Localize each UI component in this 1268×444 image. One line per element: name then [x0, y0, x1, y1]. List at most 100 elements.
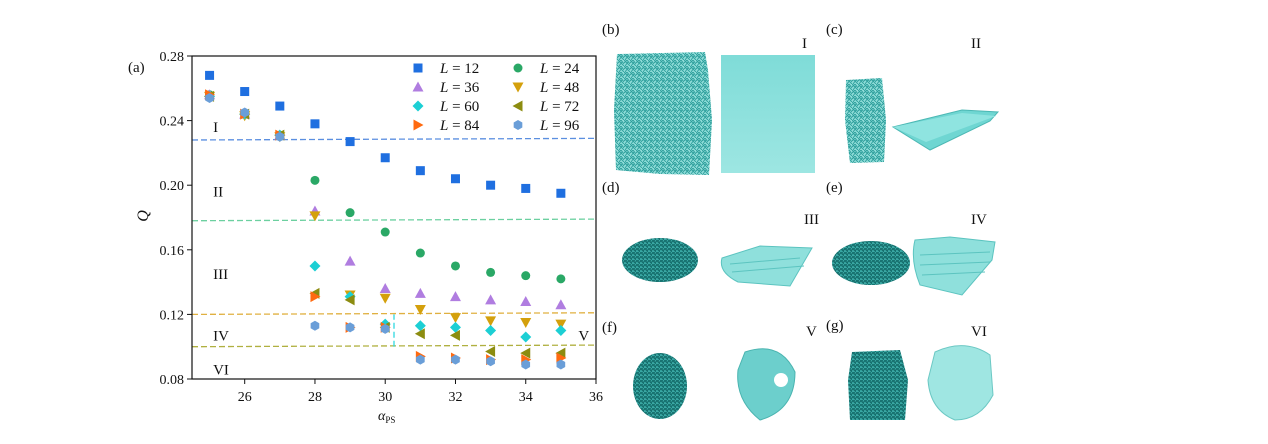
panel-label: (a) — [128, 60, 145, 76]
y-axis-label: Q — [135, 210, 152, 222]
data-point — [450, 261, 460, 271]
data-point — [415, 248, 425, 258]
phase-boundary-line — [191, 312, 597, 316]
mesh-structure-image — [832, 241, 910, 285]
x-axis-label: αPS — [378, 409, 395, 425]
data-point — [555, 299, 567, 310]
y-tick-label: 0.28 — [160, 50, 185, 65]
legend-label: L = 12 — [439, 61, 479, 77]
data-point — [449, 313, 461, 324]
mesh-structure-image — [622, 238, 698, 282]
mesh-structure-image — [614, 52, 712, 175]
region-label: V — [578, 328, 589, 344]
data-point — [379, 283, 391, 294]
data-point — [414, 328, 425, 340]
region-label: III — [213, 267, 228, 283]
legend-marker — [413, 63, 423, 73]
x-tick-label: 32 — [448, 390, 462, 405]
data-point — [309, 260, 321, 272]
data-point — [310, 119, 320, 129]
region-label: IV — [213, 328, 229, 344]
data-point — [415, 166, 425, 176]
panel-label: (d) — [602, 180, 620, 196]
y-tick-label: 0.16 — [160, 244, 185, 259]
panel-label: (g) — [826, 318, 844, 334]
sheet-layer — [893, 113, 996, 142]
phase-label: VI — [971, 324, 987, 340]
folded-sheet-image — [720, 245, 813, 287]
data-point — [555, 319, 567, 330]
x-tick-label: 28 — [308, 390, 322, 405]
mesh-structure-image — [845, 78, 886, 163]
data-point — [344, 255, 356, 266]
crumpled-sheet-image — [927, 345, 994, 421]
data-point — [449, 321, 461, 333]
region-label: II — [213, 185, 223, 201]
data-point — [521, 271, 531, 281]
legend-label: L = 36 — [439, 80, 480, 96]
mesh-structure-image — [848, 350, 908, 420]
data-point — [345, 208, 355, 218]
data-point — [449, 329, 460, 341]
data-point — [379, 293, 391, 304]
panel-label: (c) — [826, 22, 843, 38]
data-point — [485, 316, 497, 327]
data-point — [520, 295, 532, 306]
data-point — [520, 347, 531, 359]
data-point — [414, 305, 426, 316]
data-point — [485, 346, 496, 358]
phase-label: II — [971, 36, 981, 52]
data-point — [275, 131, 285, 142]
x-tick-label: 36 — [589, 390, 603, 405]
y-tick-label: 0.08 — [160, 373, 185, 388]
structure-images — [614, 52, 1000, 421]
data-point — [310, 175, 320, 185]
data-point — [556, 188, 566, 198]
data-point — [345, 137, 355, 147]
phase-label: I — [802, 36, 807, 52]
legend-label: L = 72 — [539, 99, 579, 115]
data-point — [485, 325, 497, 337]
phase-label: III — [804, 212, 819, 228]
panel-label: (b) — [602, 22, 620, 38]
phase-boundary-line — [191, 137, 597, 141]
flat-sheet-image — [721, 55, 815, 173]
x-tick-label: 34 — [519, 390, 533, 405]
data-point — [555, 347, 566, 359]
plot-frame — [191, 55, 597, 380]
mesh-structure-image — [633, 353, 687, 419]
legend-marker — [512, 82, 524, 93]
data-point — [451, 354, 460, 365]
data-point — [486, 180, 496, 190]
legend-marker — [513, 120, 523, 130]
legend-marker — [513, 63, 523, 73]
data-point — [486, 356, 495, 367]
legend-marker — [512, 100, 523, 112]
data-point — [521, 183, 531, 193]
data-point — [416, 354, 425, 365]
data-point — [380, 323, 390, 334]
data-point — [556, 359, 566, 370]
phase-label: V — [806, 324, 817, 340]
data-point — [240, 107, 250, 118]
data-point — [205, 92, 214, 103]
data-point — [414, 287, 426, 298]
legend-label: L = 24 — [539, 61, 580, 77]
data-point — [520, 317, 532, 328]
y-tick-label: 0.20 — [160, 179, 185, 194]
legend-label: L = 96 — [539, 118, 580, 134]
y-tick-label: 0.12 — [160, 308, 185, 323]
data-point — [486, 267, 496, 277]
data-point — [450, 174, 460, 184]
data-point — [521, 359, 531, 370]
legend-label: L = 48 — [539, 80, 579, 96]
phase-boundary-line — [191, 218, 597, 222]
panel-label: (e) — [826, 180, 843, 196]
phase-label: IV — [971, 212, 987, 228]
data-point — [344, 294, 355, 306]
data-point — [275, 101, 285, 111]
region-label: I — [213, 120, 218, 136]
legend-marker — [413, 119, 424, 131]
